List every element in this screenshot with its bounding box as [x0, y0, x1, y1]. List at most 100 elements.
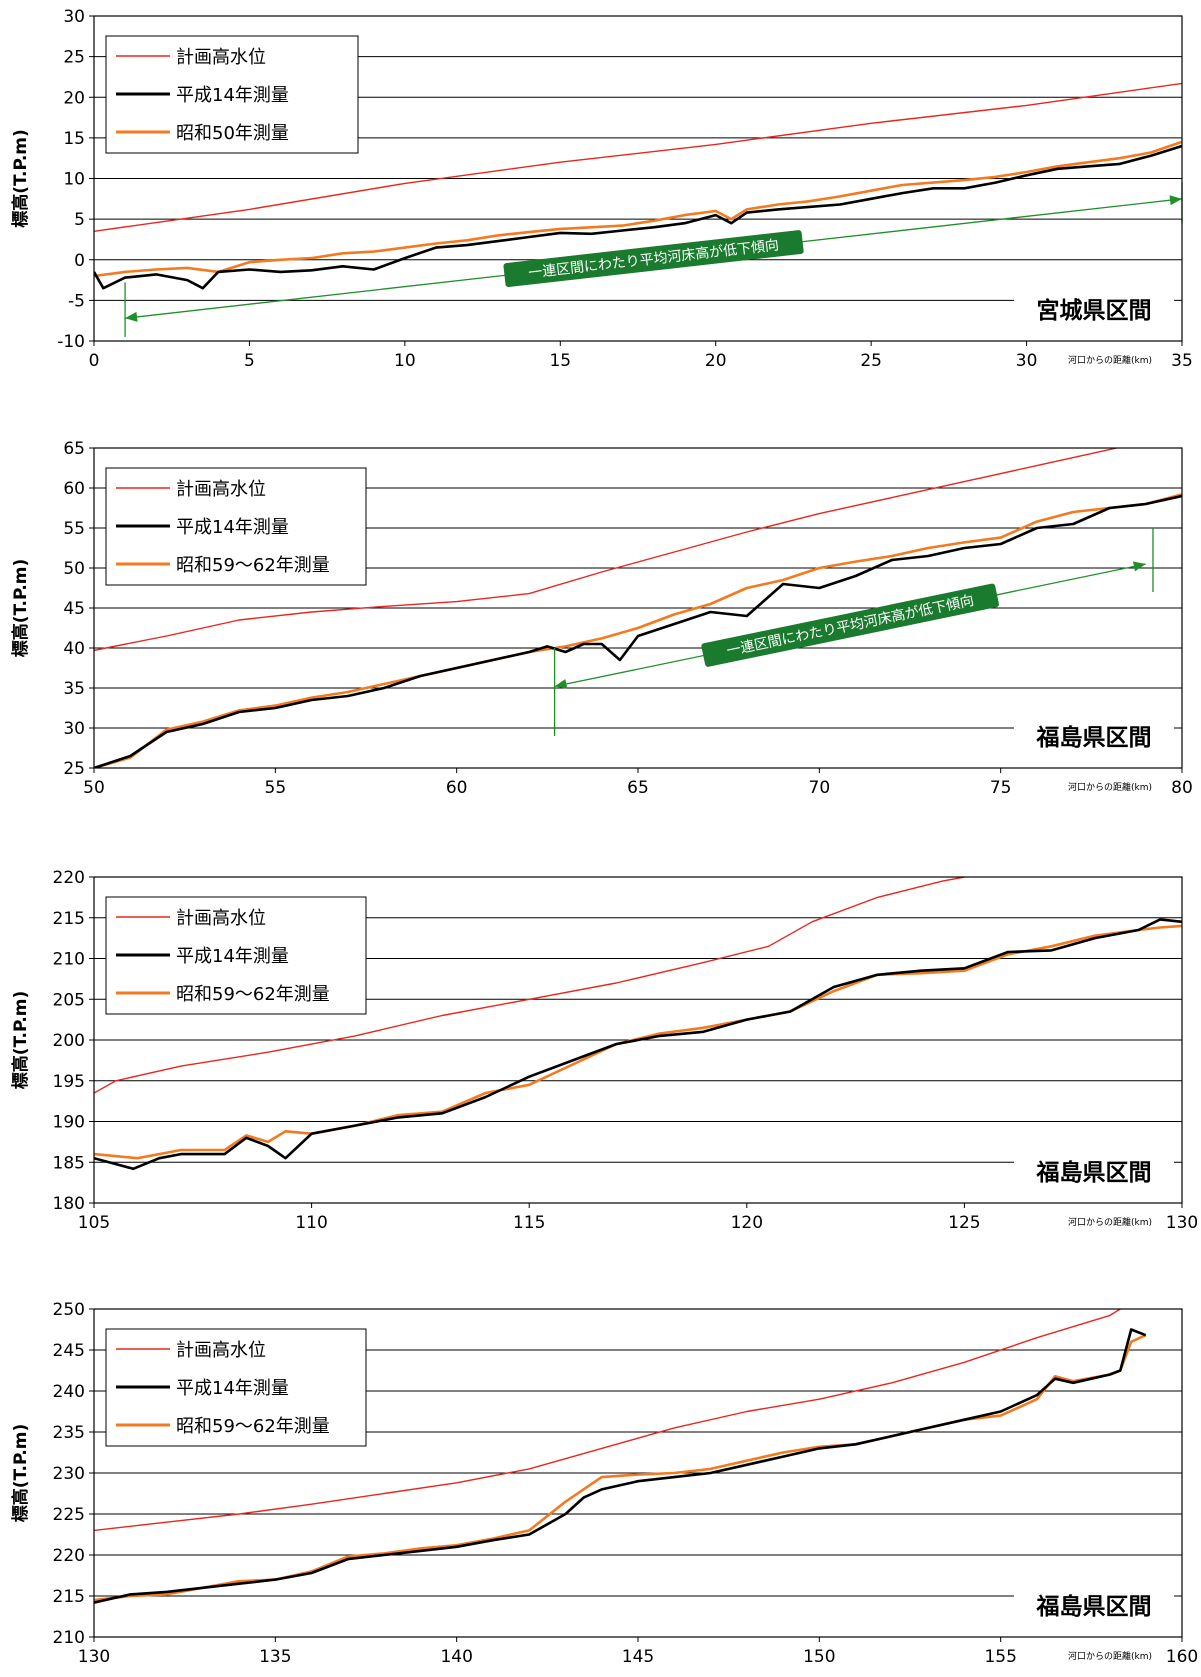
- x-tick-label: 105: [78, 1213, 110, 1233]
- x-tick-label: 130: [1166, 1213, 1198, 1233]
- y-tick-label: 200: [53, 1031, 85, 1051]
- plot-border: [93, 447, 1183, 769]
- arrowhead-left: [554, 679, 568, 689]
- series-line-old: [94, 493, 1182, 768]
- x-tick-label: 70: [809, 778, 831, 798]
- region-label: 福島県区間: [1036, 724, 1152, 751]
- chart-panel-4: 210 215 220 225 230 235 240 245 250 130 135 140 145 1…: [10, 1300, 1198, 1667]
- legend-label: 平成14年測量: [176, 1378, 289, 1399]
- x-axis-note: 河口からの距離(km): [1068, 1650, 1152, 1662]
- y-tick-label: 55: [63, 519, 85, 539]
- y-tick-label: 225: [53, 1505, 85, 1525]
- x-tick-label: 130: [78, 1647, 110, 1667]
- plot-border: [93, 876, 1183, 1204]
- plot-border: [93, 1308, 1183, 1638]
- chart-panel-3: 180 185 190 195 200 205 210 215 220 105 110 115 120 1…: [10, 868, 1198, 1233]
- y-tick-label: 220: [53, 868, 85, 888]
- x-tick-label: 140: [440, 1647, 472, 1667]
- arrowhead-right: [1169, 195, 1182, 206]
- y-tick-label: 50: [63, 559, 85, 579]
- plot-border: [93, 15, 1183, 342]
- y-tick-label: 195: [53, 1072, 85, 1092]
- y-tick-label: 60: [63, 479, 85, 499]
- legend-label: 昭和59〜62年測量: [176, 984, 330, 1005]
- y-tick-label: 15: [63, 129, 85, 149]
- y-tick-label: 210: [53, 1628, 85, 1648]
- y-tick-label: 215: [53, 1587, 85, 1607]
- legend-label: 計画高水位: [176, 908, 266, 929]
- y-tick-label: 185: [53, 1153, 85, 1173]
- x-tick-label: 10: [394, 351, 416, 371]
- region-label: 福島県区間: [1036, 1159, 1152, 1186]
- x-tick-label: 150: [803, 1647, 835, 1667]
- y-tick-label: 30: [63, 7, 85, 27]
- y-tick-label: 245: [53, 1341, 85, 1361]
- y-tick-label: 250: [53, 1300, 85, 1320]
- chart-panel-1: -10 -5 0 5 10 15 20 25 30 0 5 10 15 20 25 30 35 河口からの距離(k…: [10, 7, 1193, 371]
- y-tick-label: 210: [53, 950, 85, 970]
- series-line-plan: [94, 448, 1117, 652]
- y-tick-label: 10: [63, 170, 85, 190]
- x-tick-label: 135: [259, 1647, 291, 1667]
- series-line-h14: [94, 918, 1182, 1171]
- legend-label: 計画高水位: [176, 47, 266, 68]
- legend-label: 平成14年測量: [176, 517, 289, 538]
- y-tick-label: 205: [53, 990, 85, 1010]
- region-label-box: [1014, 289, 1174, 329]
- y-tick-label: 40: [63, 639, 85, 659]
- x-tick-label: 50: [83, 778, 105, 798]
- legend-label: 昭和59〜62年測量: [176, 555, 330, 576]
- x-axis-note: 河口からの距離(km): [1068, 781, 1152, 793]
- x-tick-label: 115: [513, 1213, 545, 1233]
- x-tick-label: 80: [1171, 778, 1193, 798]
- x-tick-label: 5: [244, 351, 255, 371]
- y-tick-label: 5: [74, 210, 85, 230]
- x-tick-label: 75: [990, 778, 1012, 798]
- chart-panel-2: 25 30 35 40 45 50 55 60 65 50 55 60 65 70 75 80 河口からの距離(…: [10, 439, 1193, 798]
- y-axis-label: 標高(T.P.m): [10, 991, 31, 1090]
- series-line-old: [94, 140, 1182, 278]
- x-tick-label: 0: [89, 351, 100, 371]
- legend-label: 計画高水位: [176, 1340, 266, 1361]
- y-tick-label: 25: [63, 759, 85, 779]
- x-tick-label: 120: [731, 1213, 763, 1233]
- x-axis-note: 河口からの距離(km): [1068, 1216, 1152, 1228]
- series-line-plan: [94, 82, 1182, 232]
- annotation-box: [503, 230, 804, 287]
- x-tick-label: 160: [1166, 1647, 1198, 1667]
- y-tick-label: 180: [53, 1194, 85, 1214]
- legend-label: 昭和59〜62年測量: [176, 1416, 330, 1437]
- y-tick-label: 220: [53, 1546, 85, 1566]
- y-tick-label: 20: [63, 88, 85, 108]
- y-tick-label: 0: [74, 251, 85, 271]
- region-label: 宮城県区間: [1037, 297, 1152, 324]
- x-tick-label: 25: [860, 351, 882, 371]
- y-tick-label: 230: [53, 1464, 85, 1484]
- y-tick-label: 240: [53, 1382, 85, 1402]
- y-axis-label: 標高(T.P.m): [10, 559, 31, 658]
- arrowhead-right: [1132, 561, 1146, 572]
- y-axis-label: 標高(T.P.m): [10, 1424, 31, 1523]
- y-tick-label: 65: [63, 439, 85, 459]
- x-tick-label: 15: [549, 351, 571, 371]
- region-label-box: [1014, 716, 1174, 756]
- x-tick-label: 110: [295, 1213, 327, 1233]
- x-tick-label: 55: [265, 778, 287, 798]
- x-tick-label: 65: [627, 778, 649, 798]
- legend-label: 平成14年測量: [176, 946, 289, 967]
- legend-label: 計画高水位: [176, 479, 266, 500]
- y-axis-label: 標高(T.P.m): [10, 129, 31, 228]
- y-tick-label: -10: [57, 332, 85, 352]
- y-tick-label: 30: [63, 719, 85, 739]
- x-tick-label: 20: [705, 351, 727, 371]
- x-tick-label: 125: [948, 1213, 980, 1233]
- series-line-plan: [94, 877, 965, 1094]
- x-axis-note: 河口からの距離(km): [1068, 354, 1152, 366]
- series-line-h14: [94, 494, 1182, 768]
- y-tick-label: 35: [63, 679, 85, 699]
- y-tick-label: -5: [68, 291, 85, 311]
- y-tick-label: 190: [53, 1113, 85, 1133]
- x-tick-label: 145: [622, 1647, 654, 1667]
- series-line-h14: [94, 1328, 1147, 1604]
